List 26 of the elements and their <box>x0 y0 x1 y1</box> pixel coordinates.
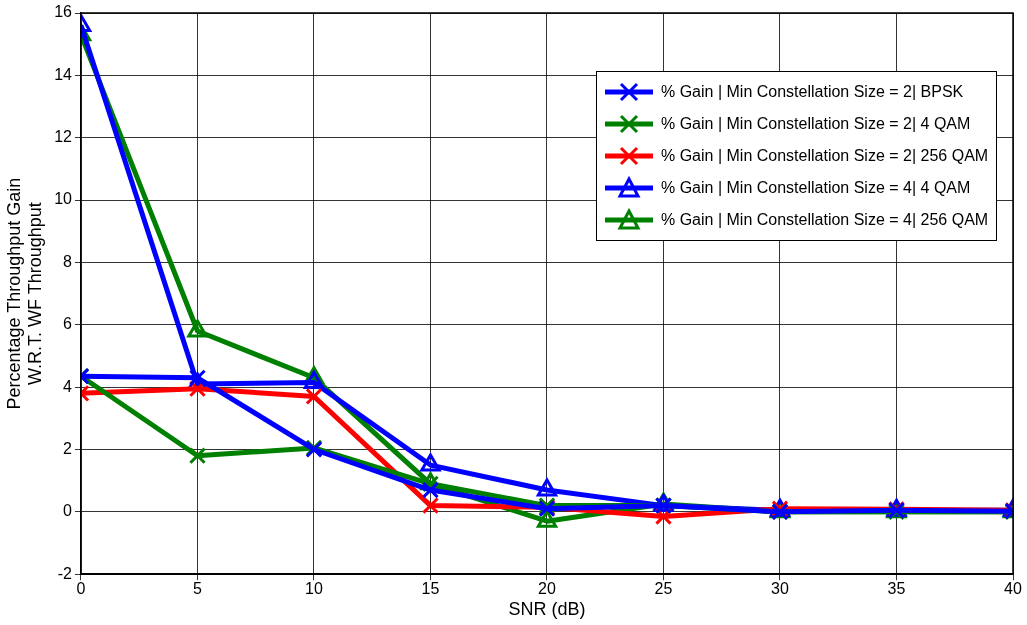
y-axis-title: Percentage Throughput Gain W.R.T. WF Throughput <box>3 177 46 410</box>
y-tick-label: 0 <box>63 502 73 520</box>
x-tick-label: 5 <box>193 580 203 598</box>
legend-label: % Gain | Min Constellation Size = 2| 256 QAM <box>661 147 989 165</box>
x-tick-label: 40 <box>1004 580 1022 598</box>
y-tick-label: 14 <box>54 65 73 83</box>
x-tick-label: 25 <box>654 580 673 598</box>
y-tick-label: 6 <box>63 315 73 333</box>
x-tick-label: 10 <box>305 580 323 598</box>
y-tick-label: 16 <box>54 3 73 21</box>
x-tick-label: 20 <box>538 580 556 598</box>
y-tick-label: -2 <box>57 564 73 582</box>
legend-label: % Gain | Min Constellation Size = 2| 4 QAM <box>661 115 971 133</box>
x-tick-label: 35 <box>887 580 906 598</box>
y-tick-label: 8 <box>63 252 73 270</box>
x-tick-label: 30 <box>771 580 789 598</box>
legend-label: % Gain | Min Constellation Size = 4| 256 QAM <box>661 211 989 229</box>
y-tick-label: 4 <box>63 377 73 395</box>
legend-label: % Gain | Min Constellation Size = 2| BPSK <box>661 83 964 101</box>
x-axis-title: SNR (dB) <box>508 599 586 620</box>
legend-label: % Gain | Min Constellation Size = 4| 4 QAM <box>661 179 971 197</box>
x-tick-label: 15 <box>421 580 440 598</box>
y-tick-label: 12 <box>54 128 73 146</box>
y-tick-label: 2 <box>63 439 73 457</box>
x-tick-label: 0 <box>76 580 86 598</box>
y-tick-label: 10 <box>54 190 73 208</box>
